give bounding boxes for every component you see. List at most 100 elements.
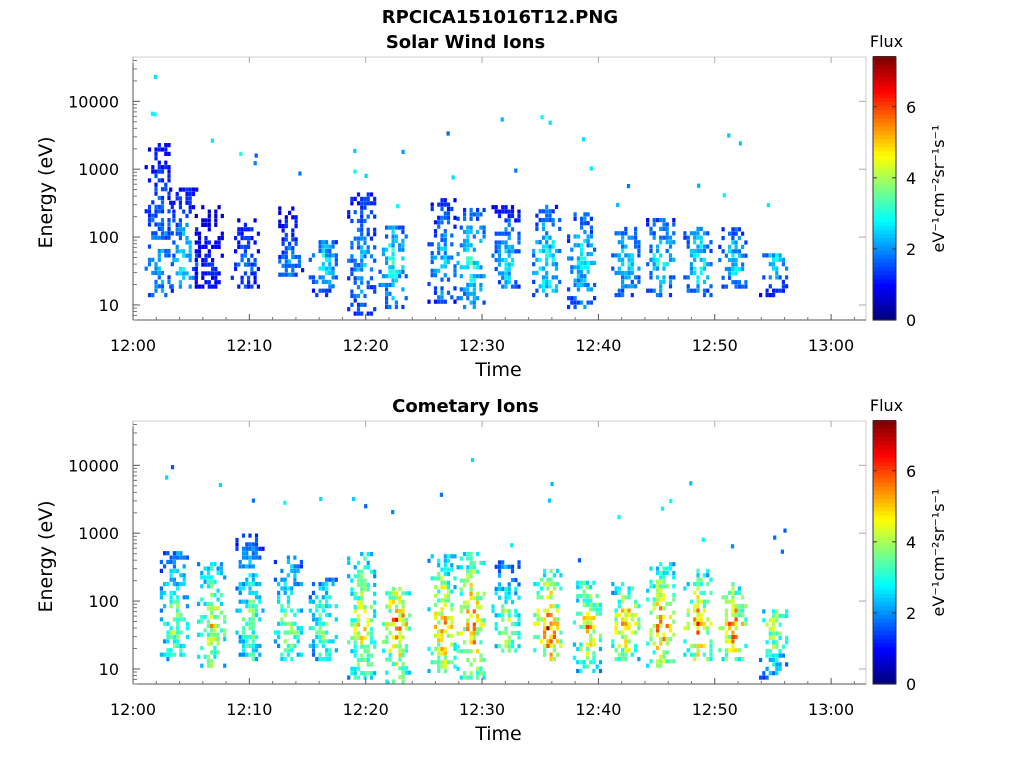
heat-cell: [331, 266, 335, 271]
heat-cell: [570, 269, 574, 274]
heat-cell: [241, 555, 246, 560]
heat-cell: [466, 256, 470, 261]
heat-cell: [693, 231, 697, 236]
heat-cell: [284, 232, 288, 238]
heat-cell: [778, 649, 782, 654]
colorbar-segment: [873, 216, 896, 222]
heat-cell: [466, 622, 470, 627]
heat-cell: [501, 648, 505, 653]
heat-cell: [170, 231, 174, 236]
heat-cell: [463, 675, 467, 680]
heat-cell: [463, 600, 467, 605]
heat-cell: [328, 257, 332, 262]
heat-cell: [391, 600, 395, 605]
heat-cell: [195, 253, 199, 258]
heat-cell: [580, 300, 584, 305]
heat-cell: [404, 644, 408, 649]
heat-cell: [621, 621, 625, 626]
heat-cell: [702, 279, 707, 284]
heat-cell: [398, 648, 402, 653]
heat-cell: [440, 576, 444, 581]
heat-cell: [706, 573, 710, 578]
heat-cell: [164, 253, 168, 258]
heat-cell: [256, 284, 260, 289]
heat-cell: [293, 582, 297, 587]
heat-cell: [775, 662, 779, 667]
heat-cell: [398, 675, 402, 680]
heat-cell: [570, 247, 574, 252]
heat-cell: [318, 634, 322, 640]
heat-cell: [621, 275, 625, 280]
heat-cell: [258, 599, 262, 604]
heat-cell: [443, 585, 447, 590]
heat-cell: [154, 213, 158, 218]
heat-cell: [491, 604, 495, 609]
heat-cell: [214, 209, 218, 214]
heat-cell: [504, 564, 508, 569]
heat-cell: [254, 590, 259, 595]
heat-cell: [395, 595, 399, 600]
heat-cell: [617, 630, 621, 635]
heat-cell: [649, 231, 653, 236]
heat-cell: [353, 574, 357, 579]
heat-cell: [364, 504, 368, 509]
heat-cell: [514, 577, 518, 583]
heat-cell: [427, 558, 431, 563]
heat-cell: [347, 560, 351, 565]
heat-cell: [706, 626, 710, 631]
heat-cell: [164, 187, 168, 192]
heat-cell: [536, 582, 540, 587]
heat-cell: [401, 243, 405, 248]
heat-cell: [693, 590, 697, 595]
heat-cell: [621, 599, 625, 604]
heat-cell: [630, 630, 634, 635]
heat-cell: [702, 608, 707, 613]
heat-cell: [241, 639, 246, 644]
heat-cell: [437, 620, 441, 625]
heat-cell: [250, 266, 254, 272]
heat-cell: [507, 249, 511, 254]
heat-cell: [453, 554, 457, 559]
heat-cell: [775, 288, 779, 293]
heat-cell: [693, 288, 697, 293]
heat-cell: [450, 607, 454, 612]
colorbar-segment: [873, 523, 896, 528]
heat-cell: [592, 642, 596, 647]
heat-cell: [214, 240, 218, 245]
heat-cell: [579, 642, 583, 647]
heat-cell: [254, 595, 259, 600]
heat-cell: [388, 265, 392, 270]
heat-cell: [251, 599, 255, 604]
heat-cell: [176, 555, 180, 560]
heat-cell: [353, 276, 357, 281]
heat-cell: [476, 596, 480, 601]
heat-cell: [185, 236, 189, 241]
heat-cell: [175, 271, 179, 276]
heat-cell: [617, 599, 621, 604]
heat-cell: [175, 227, 179, 232]
heat-cell: [210, 610, 214, 615]
heat-cell: [773, 535, 777, 540]
heat-cell: [514, 648, 518, 653]
heat-cell: [466, 291, 470, 296]
heat-cell: [157, 169, 161, 174]
heat-cell: [178, 280, 182, 285]
figure-title: RPCICA151016T12.PNG: [382, 7, 618, 28]
heat-cell: [235, 630, 239, 635]
heat-cell: [188, 200, 192, 205]
heat-cell: [166, 652, 170, 657]
heat-cell: [453, 286, 457, 291]
heat-cell: [356, 631, 361, 636]
heat-cell: [504, 591, 508, 596]
colorbar-segment: [873, 175, 896, 181]
heat-cell: [507, 213, 511, 219]
heat-cell: [315, 293, 319, 298]
heat-cell: [308, 595, 312, 600]
heat-cell: [696, 248, 700, 254]
heat-cell: [350, 245, 354, 250]
heat-cell: [573, 265, 577, 270]
heat-cell: [197, 240, 202, 245]
heat-cell: [443, 563, 447, 568]
heat-cell: [665, 222, 669, 227]
heat-cell: [556, 626, 560, 631]
